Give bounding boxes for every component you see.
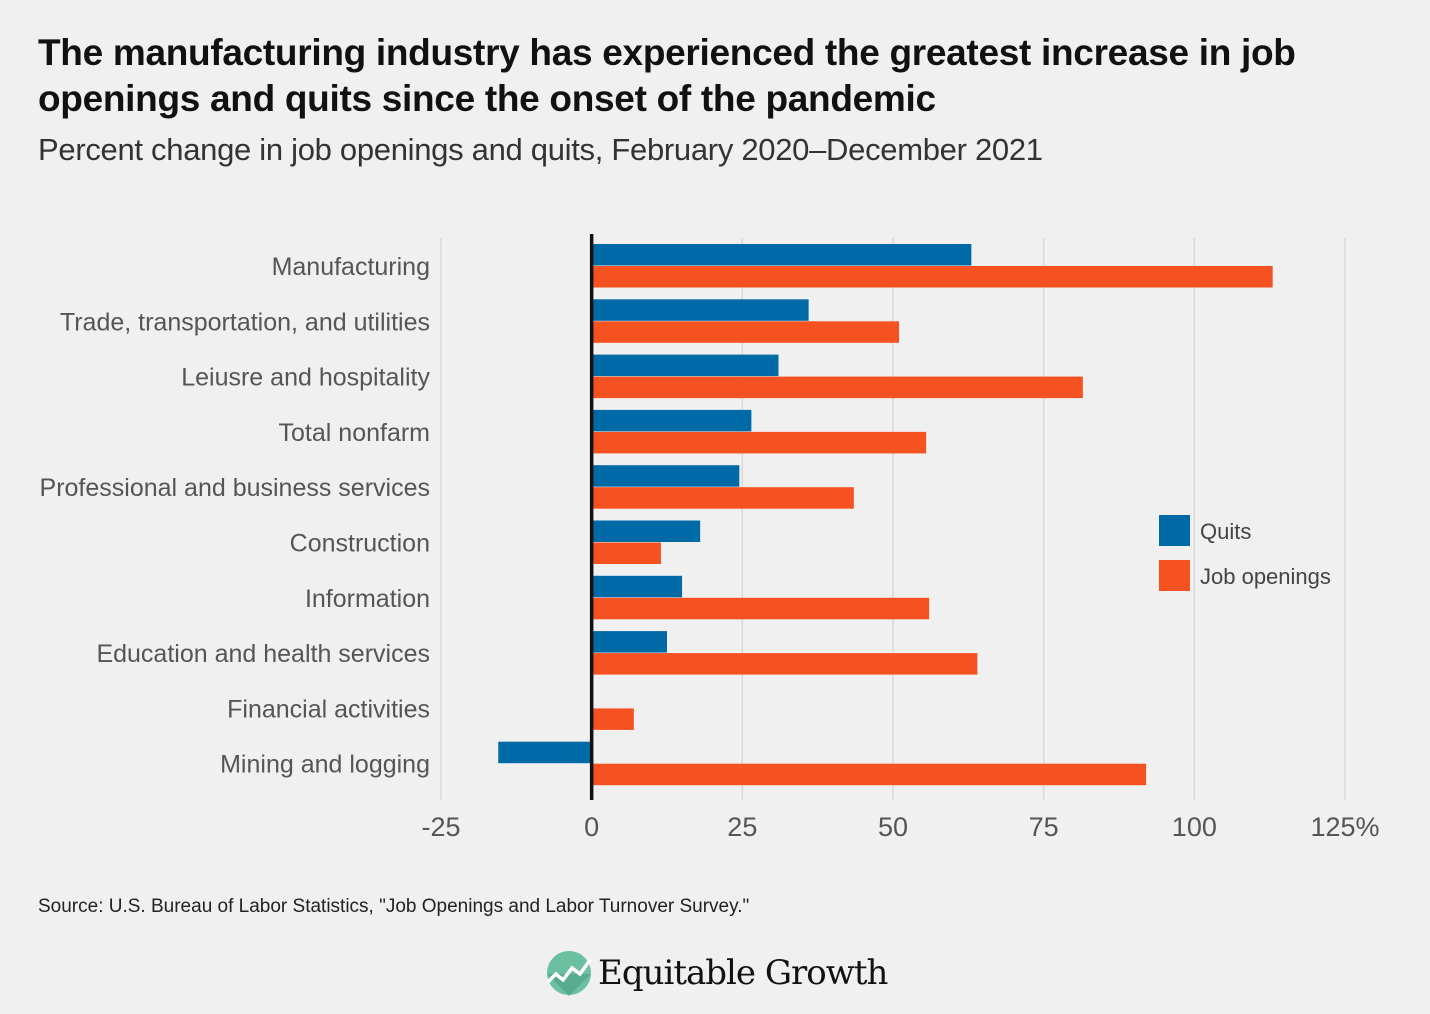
category-label: Trade, transportation, and utilities xyxy=(60,308,430,336)
category-label: Leiusre and hospitality xyxy=(181,364,430,392)
bar-quits xyxy=(591,631,667,653)
x-tick-label: 100 xyxy=(1172,812,1217,842)
x-tick-label: 0 xyxy=(584,812,599,842)
bar-job-openings xyxy=(591,708,634,730)
category-label: Education and health services xyxy=(96,640,430,668)
bar-chart: -25 0 25 50 75 100 125% Manufacturing Trade, tra… xyxy=(40,234,1380,842)
x-tick-label: -25 xyxy=(421,812,460,842)
bar-quits xyxy=(591,409,752,432)
bar-job-openings xyxy=(591,376,1083,399)
growth-chart-icon xyxy=(546,951,592,996)
bar-quits xyxy=(591,520,701,542)
chart-header: The manufacturing industry has experienc… xyxy=(38,30,1418,170)
bar-job-openings xyxy=(591,597,930,620)
x-tick-label: 75 xyxy=(1029,812,1059,842)
x-tick-label: 50 xyxy=(878,812,908,842)
bar-quits xyxy=(498,741,592,764)
category-label: Mining and logging xyxy=(220,751,430,779)
legend-swatch xyxy=(1159,515,1190,546)
category-label: Financial activities xyxy=(227,695,430,723)
bar-job-openings xyxy=(591,321,900,343)
bar-job-openings xyxy=(591,487,854,509)
category-label: Manufacturing xyxy=(272,253,430,281)
category-label: Professional and business services xyxy=(40,474,430,502)
legend-label: Quits xyxy=(1200,519,1251,544)
legend-swatch xyxy=(1159,560,1190,591)
bar-job-openings xyxy=(591,653,978,675)
chart-subtitle: Percent change in job openings and quits… xyxy=(38,132,1043,167)
x-tick-label: 25 xyxy=(727,812,757,842)
bar-job-openings xyxy=(591,542,661,564)
bar-job-openings xyxy=(591,763,1147,786)
source-note: Source: U.S. Bureau of Labor Statistics,… xyxy=(38,896,750,917)
chart-title: The manufacturing industry has experienc… xyxy=(38,32,1296,119)
bar-job-openings xyxy=(591,266,1273,288)
bar-job-openings xyxy=(591,431,927,454)
x-tick-label: 125% xyxy=(1310,812,1379,842)
bar-quits xyxy=(591,575,683,598)
bar-quits xyxy=(591,354,779,377)
bar-quits xyxy=(591,465,740,487)
category-label: Construction xyxy=(290,530,430,558)
category-label: Information xyxy=(305,585,430,613)
category-label: Total nonfarm xyxy=(279,419,430,447)
bar-quits xyxy=(591,244,972,266)
legend-label: Job openings xyxy=(1200,564,1331,589)
equitable-growth-logo: Equitable Growth xyxy=(546,950,888,996)
bar-quits xyxy=(591,299,809,321)
logo-text: Equitable Growth xyxy=(598,953,888,993)
